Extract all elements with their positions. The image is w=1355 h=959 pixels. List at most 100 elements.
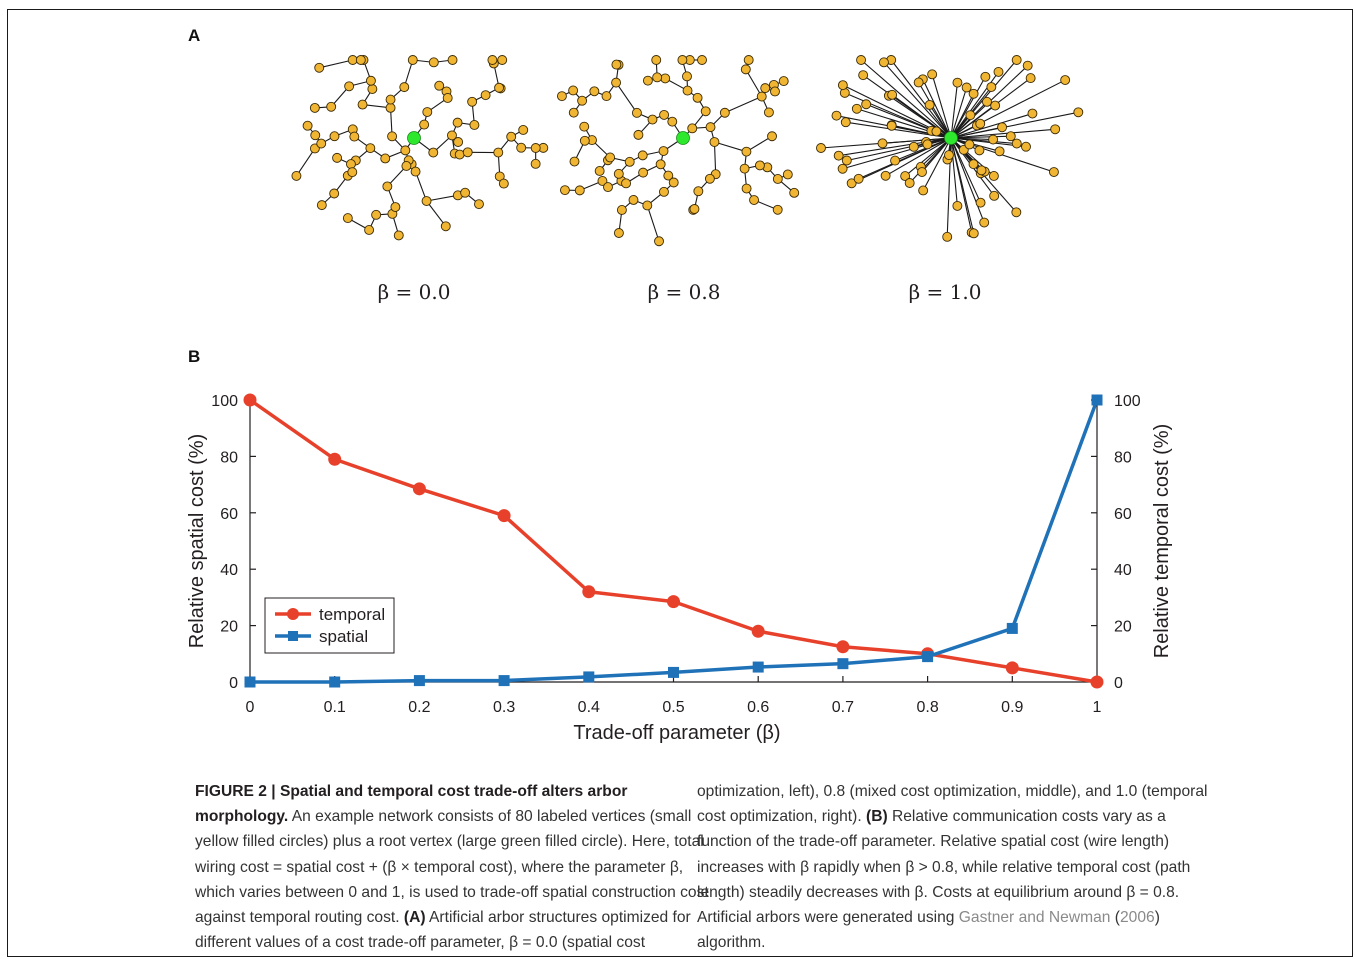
arbor-vertex: [692, 92, 703, 103]
caption-line: against temporal routing cost. (A) Artif…: [195, 909, 691, 927]
arbor-vertex: [342, 213, 353, 224]
arbor-vertex: [655, 159, 666, 170]
arbor-vertex: [719, 107, 730, 118]
arbor-vertex: [763, 107, 774, 118]
arbor-vertex: [365, 143, 376, 154]
arbor-vertex: [364, 225, 375, 235]
arbor-vertex: [1022, 60, 1033, 71]
arbor-vertex: [332, 152, 343, 163]
x-tick-label: 0.2: [408, 699, 430, 716]
arbor-vertex: [840, 117, 851, 128]
arbor-vertex: [642, 200, 653, 211]
y-tick-label-right: 40: [1114, 562, 1132, 579]
arbor-vertex: [316, 138, 327, 149]
arbor-vertex: [853, 173, 864, 184]
arbor-vertex: [1027, 108, 1038, 119]
arbor-vertex: [355, 55, 366, 65]
arbor-vertex: [371, 209, 382, 220]
y-tick-label-left: 40: [220, 562, 238, 579]
arbor-vertex: [858, 70, 869, 81]
arbor-vertex: [693, 186, 704, 197]
arbor-vertex: [952, 200, 963, 211]
caption-line: increases with β rapidly when β > 0.8, w…: [697, 858, 1191, 876]
arbor-vertex: [861, 99, 872, 110]
arbor-edge: [950, 82, 958, 139]
arbor-vertex: [663, 170, 674, 181]
arbor-vertex: [568, 107, 579, 118]
arbor-vertex: [687, 123, 698, 134]
series-spatial: [244, 394, 1103, 688]
arbor-tree-beta-1-0: [816, 55, 1084, 242]
arbor-vertex: [833, 150, 844, 161]
arbor-vertex: [913, 77, 924, 88]
arbor-vertex: [908, 141, 919, 152]
arbor-vertex: [654, 236, 664, 247]
arbor-vertex: [816, 143, 826, 153]
arbor-vertex: [516, 142, 527, 153]
arbor-vertex: [677, 55, 688, 65]
arbor-edge: [885, 137, 952, 177]
data-point-spatial: [1006, 622, 1018, 634]
arbor-vertex: [667, 116, 678, 127]
arbor-vertex: [772, 204, 783, 215]
arbor-vertex: [705, 122, 716, 133]
arbor-vertex: [668, 177, 679, 188]
arbor-vertex: [756, 91, 767, 102]
reference-year-link[interactable]: 2006: [1119, 909, 1155, 927]
arbor-edge: [846, 137, 952, 162]
y-tick-label-left: 80: [220, 449, 238, 466]
arbor-vertex: [506, 131, 517, 142]
y-axis-label-right: Relative temporal cost (%): [1151, 424, 1173, 659]
arbor-edge: [646, 205, 660, 242]
arbor-tree-beta-0: [291, 55, 549, 241]
tree-label-beta-0: β = 0.0: [378, 280, 451, 304]
arbor-vertex: [594, 166, 605, 176]
arbor-vertex: [997, 122, 1008, 133]
arbor-edge: [921, 137, 952, 173]
arbor-vertex: [754, 160, 765, 171]
arbor-vertex: [982, 96, 992, 107]
data-point-spatial: [668, 666, 679, 678]
arbor-vertex: [460, 187, 471, 198]
arbor-vertex: [428, 57, 439, 68]
arbor-vertex: [831, 110, 842, 121]
arbor-vertex: [880, 170, 891, 181]
arbor-edge: [426, 200, 447, 227]
arbor-vertex: [428, 147, 439, 158]
arbor-vertex: [741, 146, 752, 157]
arbor-vertex: [309, 102, 320, 113]
root-vertex: [676, 131, 690, 145]
arbor-edge: [950, 93, 975, 139]
arbor-edge: [860, 59, 952, 139]
arbor-vertex: [616, 205, 627, 215]
arbor-vertex: [743, 55, 754, 65]
reference-link[interactable]: Gastner and Newman: [958, 909, 1111, 927]
arbor-vertex: [344, 81, 355, 92]
legend-temporal-label: temporal: [319, 605, 385, 624]
arbor-trees: β = 0.0 β = 0.8 β = 1.0: [291, 55, 1084, 304]
root-vertex: [407, 131, 421, 145]
arbor-vertex: [647, 114, 658, 125]
panel-b-letter: B: [188, 347, 201, 366]
arbor-vertex: [749, 195, 760, 205]
arbor-vertex: [603, 182, 613, 193]
arbor-edge: [745, 69, 763, 97]
y-tick-label-right: 60: [1114, 506, 1132, 523]
arbor-vertex: [856, 55, 867, 65]
arbor-edge: [931, 74, 952, 139]
data-point-spatial: [837, 658, 849, 670]
caption-line: morphology. An example network consists …: [195, 808, 692, 826]
arbor-vertex: [440, 221, 451, 232]
arbor-edge: [922, 137, 952, 191]
arbor-vertex: [1005, 131, 1016, 142]
arbor-vertex: [1011, 207, 1022, 218]
arbor-vertex: [380, 153, 391, 164]
y-tick-label-right: 80: [1114, 449, 1132, 466]
arbor-vertex: [1021, 141, 1031, 152]
panel-a-letter: A: [188, 26, 201, 45]
arbor-vertex: [302, 120, 313, 131]
arbor-vertex: [1050, 124, 1061, 135]
arbor-vertex: [624, 156, 635, 167]
arbor-edge: [950, 113, 1033, 139]
arbor-vertex: [782, 169, 793, 180]
